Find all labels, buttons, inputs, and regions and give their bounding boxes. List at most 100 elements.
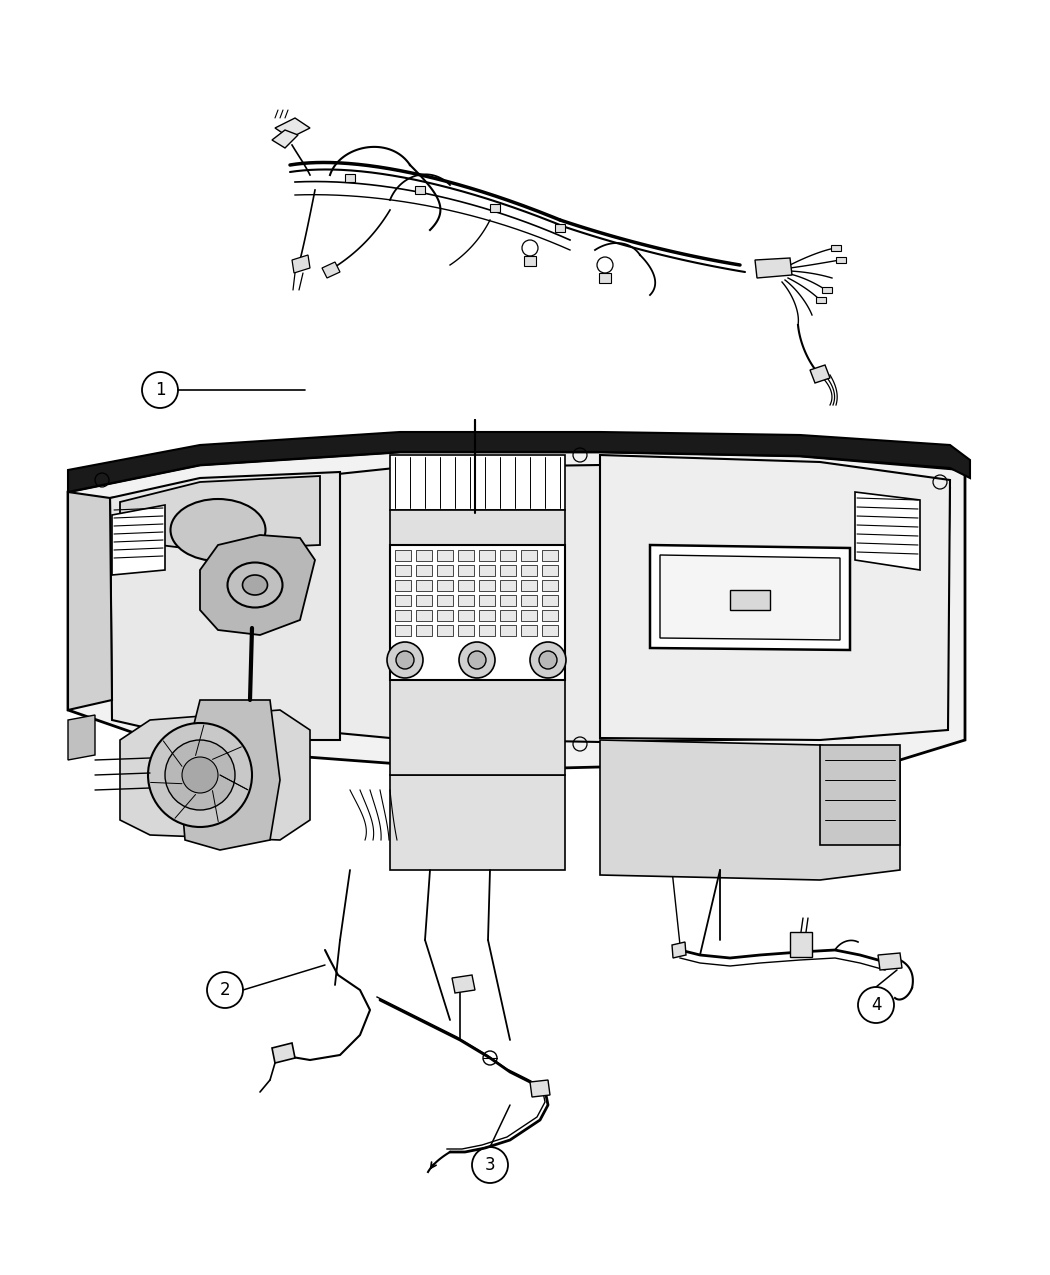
- Polygon shape: [390, 510, 565, 544]
- Bar: [542, 625, 558, 636]
- Polygon shape: [112, 505, 165, 575]
- Polygon shape: [524, 256, 536, 266]
- Bar: [437, 595, 453, 606]
- Text: 3: 3: [485, 1156, 496, 1174]
- Polygon shape: [878, 952, 902, 970]
- Bar: [458, 580, 474, 592]
- Polygon shape: [68, 432, 970, 492]
- Bar: [831, 245, 841, 251]
- Bar: [500, 565, 516, 576]
- Polygon shape: [855, 492, 920, 570]
- Circle shape: [387, 643, 423, 678]
- Polygon shape: [390, 775, 565, 870]
- Bar: [458, 550, 474, 561]
- Polygon shape: [660, 555, 840, 640]
- Bar: [542, 595, 558, 606]
- Polygon shape: [120, 710, 310, 840]
- Polygon shape: [600, 740, 900, 880]
- Bar: [820, 745, 900, 845]
- Bar: [437, 550, 453, 561]
- Bar: [395, 609, 411, 621]
- Bar: [437, 609, 453, 621]
- Text: 2: 2: [219, 980, 230, 1000]
- Bar: [479, 550, 495, 561]
- Bar: [416, 550, 432, 561]
- Bar: [500, 595, 516, 606]
- Circle shape: [539, 652, 556, 669]
- Polygon shape: [390, 544, 565, 680]
- Bar: [416, 595, 432, 606]
- Bar: [542, 550, 558, 561]
- Bar: [458, 595, 474, 606]
- Circle shape: [530, 643, 566, 678]
- Bar: [437, 580, 453, 592]
- Polygon shape: [600, 455, 950, 740]
- Bar: [345, 173, 355, 182]
- Bar: [437, 625, 453, 636]
- Polygon shape: [530, 1080, 550, 1096]
- Bar: [521, 595, 537, 606]
- Bar: [555, 224, 565, 232]
- Circle shape: [165, 740, 235, 810]
- Bar: [521, 550, 537, 561]
- Bar: [479, 595, 495, 606]
- Polygon shape: [755, 258, 792, 278]
- Polygon shape: [200, 536, 315, 635]
- Bar: [822, 287, 832, 293]
- Polygon shape: [390, 680, 565, 775]
- Bar: [500, 580, 516, 592]
- Bar: [415, 186, 425, 194]
- Bar: [479, 625, 495, 636]
- Bar: [542, 565, 558, 576]
- Bar: [395, 580, 411, 592]
- Polygon shape: [272, 130, 298, 148]
- Ellipse shape: [243, 575, 268, 595]
- Bar: [521, 565, 537, 576]
- Bar: [479, 565, 495, 576]
- Polygon shape: [68, 492, 112, 710]
- Circle shape: [396, 652, 414, 669]
- Polygon shape: [390, 455, 565, 510]
- Polygon shape: [110, 472, 340, 740]
- Polygon shape: [322, 261, 340, 278]
- Bar: [500, 609, 516, 621]
- Bar: [395, 565, 411, 576]
- Bar: [458, 609, 474, 621]
- Circle shape: [182, 757, 218, 793]
- Circle shape: [148, 723, 252, 827]
- Bar: [458, 625, 474, 636]
- Polygon shape: [272, 1043, 295, 1063]
- Bar: [416, 625, 432, 636]
- Circle shape: [468, 652, 486, 669]
- Polygon shape: [598, 273, 611, 283]
- Polygon shape: [292, 255, 310, 273]
- Bar: [395, 595, 411, 606]
- Polygon shape: [672, 942, 686, 958]
- Polygon shape: [68, 715, 94, 760]
- Polygon shape: [810, 365, 830, 382]
- Bar: [542, 609, 558, 621]
- Polygon shape: [120, 476, 320, 550]
- Bar: [395, 550, 411, 561]
- Bar: [416, 565, 432, 576]
- Bar: [521, 580, 537, 592]
- Polygon shape: [275, 119, 310, 138]
- Bar: [816, 297, 826, 303]
- Polygon shape: [452, 975, 475, 993]
- Bar: [790, 932, 812, 958]
- Bar: [500, 625, 516, 636]
- Polygon shape: [180, 700, 280, 850]
- Bar: [479, 580, 495, 592]
- Bar: [395, 625, 411, 636]
- Circle shape: [459, 643, 495, 678]
- Bar: [437, 565, 453, 576]
- Polygon shape: [110, 465, 950, 742]
- Ellipse shape: [228, 562, 282, 607]
- Bar: [479, 609, 495, 621]
- Bar: [416, 580, 432, 592]
- Bar: [836, 258, 846, 263]
- Bar: [458, 565, 474, 576]
- Text: 1: 1: [154, 381, 165, 399]
- Bar: [521, 625, 537, 636]
- Bar: [542, 580, 558, 592]
